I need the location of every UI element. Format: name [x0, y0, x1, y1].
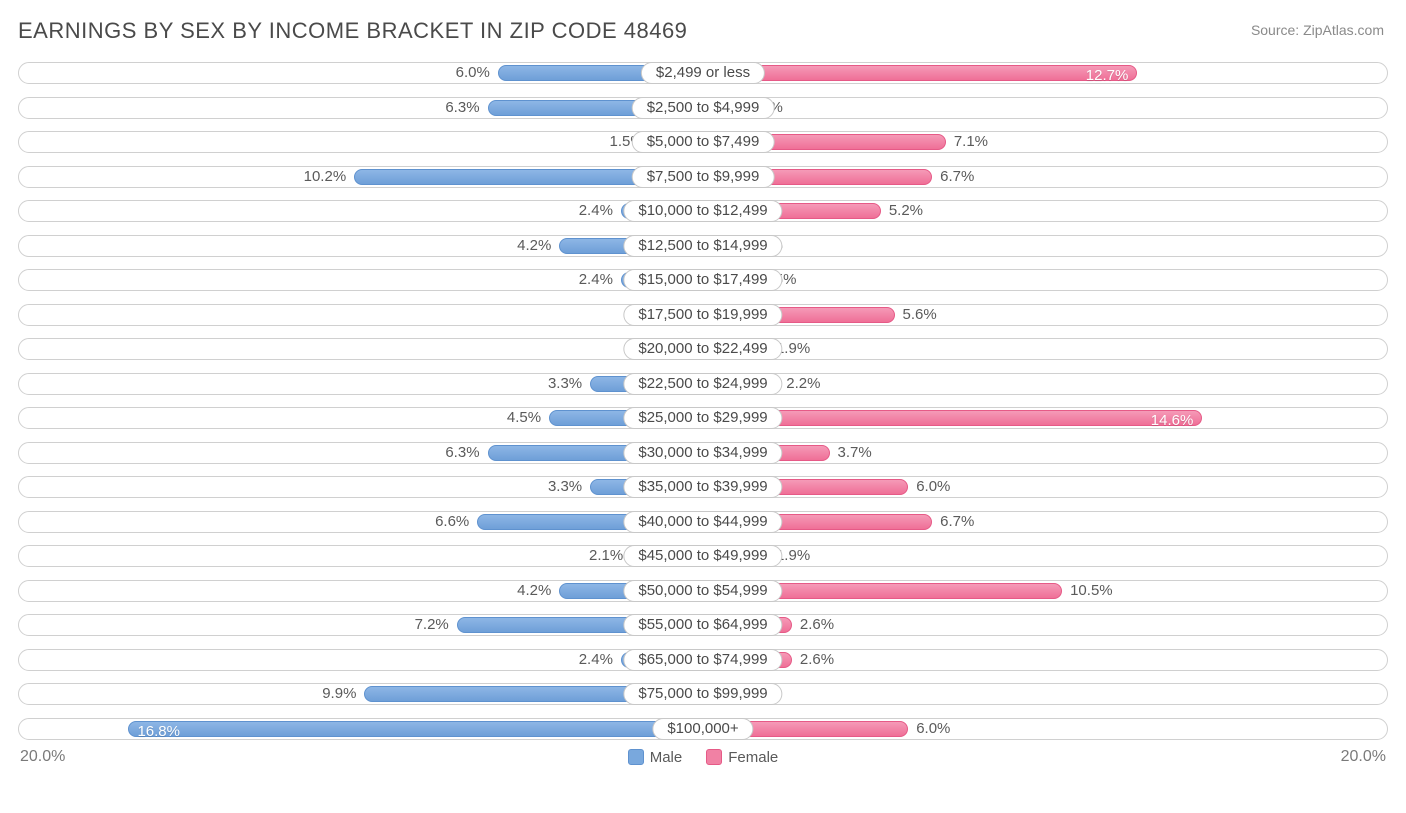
female-value: 6.7% [940, 512, 974, 532]
chart-row: 10.2% 6.7% $7,500 to $9,999 [18, 166, 1388, 188]
female-value: 5.6% [903, 305, 937, 325]
male-value: 2.4% [579, 201, 613, 221]
category-label: $50,000 to $54,999 [623, 580, 782, 602]
chart-footer: 20.0% Male Female 20.0% [18, 748, 1388, 766]
female-value: 2.2% [786, 374, 820, 394]
female-value: 6.7% [940, 167, 974, 187]
chart-row: 7.2% 2.6% $55,000 to $64,999 [18, 614, 1388, 636]
chart-row: 4.2% 10.5% $50,000 to $54,999 [18, 580, 1388, 602]
category-label: $75,000 to $99,999 [623, 683, 782, 705]
category-label: $20,000 to $22,499 [623, 338, 782, 360]
male-value: 6.0% [456, 63, 490, 83]
chart-row: 2.4% 2.6% $65,000 to $74,999 [18, 649, 1388, 671]
category-label: $100,000+ [652, 718, 753, 740]
male-value: 2.4% [579, 650, 613, 670]
female-bar: 12.7% [703, 65, 1137, 81]
male-value: 16.8% [137, 722, 180, 742]
male-value: 2.4% [579, 270, 613, 290]
male-bar: 16.8% [128, 721, 703, 737]
female-value: 2.6% [800, 650, 834, 670]
chart-row: 0.0%1.9%$20,000 to $22,499 [18, 338, 1388, 360]
chart-row: 3.3% 2.2%$22,500 to $24,999 [18, 373, 1388, 395]
category-label: $55,000 to $64,999 [623, 614, 782, 636]
male-value: 2.1% [589, 546, 623, 566]
female-value: 6.0% [916, 477, 950, 497]
legend-item-female: Female [706, 749, 778, 766]
axis-max-left: 20.0% [20, 748, 65, 766]
category-label: $2,500 to $4,999 [632, 97, 775, 119]
female-value: 6.0% [916, 719, 950, 739]
source-attribution: Source: ZipAtlas.com [1251, 22, 1384, 38]
male-value: 10.2% [304, 167, 347, 187]
male-value: 4.2% [517, 236, 551, 256]
category-label: $12,500 to $14,999 [623, 235, 782, 257]
category-label: $5,000 to $7,499 [632, 131, 775, 153]
category-label: $22,500 to $24,999 [623, 373, 782, 395]
male-value: 7.2% [415, 615, 449, 635]
female-value: 5.2% [889, 201, 923, 221]
chart-row: 1.5%7.1%$5,000 to $7,499 [18, 131, 1388, 153]
category-label: $2,499 or less [641, 62, 765, 84]
legend-label-female: Female [728, 749, 778, 766]
chart-row: 6.6% 6.7% $40,000 to $44,999 [18, 511, 1388, 533]
female-value: 14.6% [1151, 411, 1194, 431]
female-value: 3.7% [838, 443, 872, 463]
male-value: 3.3% [548, 374, 582, 394]
category-label: $30,000 to $34,999 [623, 442, 782, 464]
chart-row: 9.9%0.37%$75,000 to $99,999 [18, 683, 1388, 705]
category-label: $7,500 to $9,999 [632, 166, 775, 188]
female-value: 2.6% [800, 615, 834, 635]
male-value: 4.2% [517, 581, 551, 601]
category-label: $40,000 to $44,999 [623, 511, 782, 533]
category-label: $15,000 to $17,499 [623, 269, 782, 291]
male-value: 6.3% [445, 98, 479, 118]
chart-area: 6.0%12.7%$2,499 or less6.3%1.1%$2,500 to… [18, 62, 1388, 740]
legend: Male Female [628, 749, 779, 766]
category-label: $25,000 to $29,999 [623, 407, 782, 429]
male-value: 3.3% [548, 477, 582, 497]
male-value: 6.3% [445, 443, 479, 463]
chart-row: 16.8% 6.0% $100,000+ [18, 718, 1388, 740]
chart-row: 2.4% 5.2% $10,000 to $12,499 [18, 200, 1388, 222]
chart-row: 0.6%5.6%$17,500 to $19,999 [18, 304, 1388, 326]
legend-item-male: Male [628, 749, 683, 766]
chart-row: 6.0%12.7%$2,499 or less [18, 62, 1388, 84]
male-swatch [628, 749, 644, 765]
female-value: 10.5% [1070, 581, 1113, 601]
chart-row: 3.3% 6.0% $35,000 to $39,999 [18, 476, 1388, 498]
female-swatch [706, 749, 722, 765]
legend-label-male: Male [650, 749, 683, 766]
chart-row: 4.2%1.1%$12,500 to $14,999 [18, 235, 1388, 257]
category-label: $17,500 to $19,999 [623, 304, 782, 326]
category-label: $10,000 to $12,499 [623, 200, 782, 222]
female-value: 7.1% [954, 132, 988, 152]
male-value: 6.6% [435, 512, 469, 532]
female-value: 12.7% [1086, 66, 1129, 86]
chart-row: 4.5% 14.6% $25,000 to $29,999 [18, 407, 1388, 429]
chart-row: 2.1%1.9%$45,000 to $49,999 [18, 545, 1388, 567]
chart-row: 6.3%1.1%$2,500 to $4,999 [18, 97, 1388, 119]
axis-max-right: 20.0% [1341, 748, 1386, 766]
category-label: $45,000 to $49,999 [623, 545, 782, 567]
category-label: $35,000 to $39,999 [623, 476, 782, 498]
chart-row: 6.3% 3.7% $30,000 to $34,999 [18, 442, 1388, 464]
chart-row: 2.4%1.5%$15,000 to $17,499 [18, 269, 1388, 291]
male-value: 4.5% [507, 408, 541, 428]
category-label: $65,000 to $74,999 [623, 649, 782, 671]
male-value: 9.9% [322, 684, 356, 704]
chart-title: EARNINGS BY SEX BY INCOME BRACKET IN ZIP… [18, 18, 1388, 44]
